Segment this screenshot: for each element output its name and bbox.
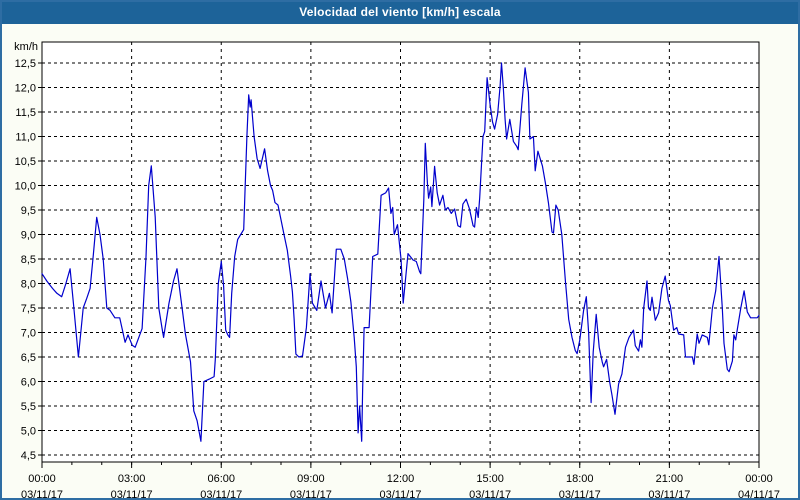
y-tick-label: 7,5 [21, 303, 36, 315]
x-tick-date-label: 03/11/17 [379, 489, 421, 500]
x-tick-date-label: 03/11/17 [290, 489, 332, 500]
y-tick-label: 11,5 [15, 107, 36, 119]
y-tick-label: 5,0 [21, 426, 36, 438]
x-tick-date-label: 03/11/17 [200, 489, 242, 500]
y-tick-label: 4,5 [21, 450, 36, 462]
x-tick-time-label: 06:00 [207, 473, 235, 485]
y-tick-label: 7,0 [21, 328, 36, 340]
y-tick-label: 6,5 [21, 352, 36, 364]
y-tick-label: 10,5 [15, 156, 36, 168]
y-tick-label: 11,0 [15, 132, 36, 144]
y-tick-label: 6,0 [21, 377, 36, 389]
x-tick-date-label: 03/11/17 [559, 489, 601, 500]
x-tick-time-label: 21:00 [656, 473, 684, 485]
y-tick-label: 5,5 [21, 401, 36, 413]
x-tick-time-label: 12:00 [387, 473, 415, 485]
x-tick-date-label: 03/11/17 [21, 489, 63, 500]
y-tick-label: 8,0 [21, 279, 36, 291]
x-tick-date-label: 03/11/17 [111, 489, 153, 500]
x-tick-date-label: 03/11/17 [469, 489, 511, 500]
x-tick-date-label: 04/11/17 [738, 489, 780, 500]
x-tick-time-label: 15:00 [476, 473, 504, 485]
x-tick-time-label: 00:00 [745, 473, 773, 485]
x-tick-date-label: 03/11/17 [648, 489, 690, 500]
y-tick-label: 9,0 [21, 230, 36, 242]
window-title: Velocidad del viento [km/h] escala [299, 5, 501, 19]
x-tick-time-label: 03:00 [118, 473, 146, 485]
y-tick-label: 10,0 [15, 181, 36, 193]
y-tick-label: 9,5 [21, 205, 36, 217]
x-tick-time-label: 09:00 [297, 473, 325, 485]
y-tick-label: 8,5 [21, 254, 36, 266]
y-tick-label: 12,5 [15, 58, 36, 70]
title-bar: Velocidad del viento [km/h] escala [2, 2, 798, 24]
y-axis-unit-label: km/h [14, 41, 38, 53]
wind-speed-series-line [41, 62, 760, 442]
x-tick-time-label: 00:00 [28, 473, 56, 485]
x-tick-time-label: 18:00 [566, 473, 594, 485]
y-tick-label: 12,0 [15, 83, 36, 95]
wind-speed-chart: 4,5 5,0 5,5 6,0 6,5 7,0 7,5 8,0 8,5 9,0 9,5 10,0 10,… [14, 41, 780, 500]
